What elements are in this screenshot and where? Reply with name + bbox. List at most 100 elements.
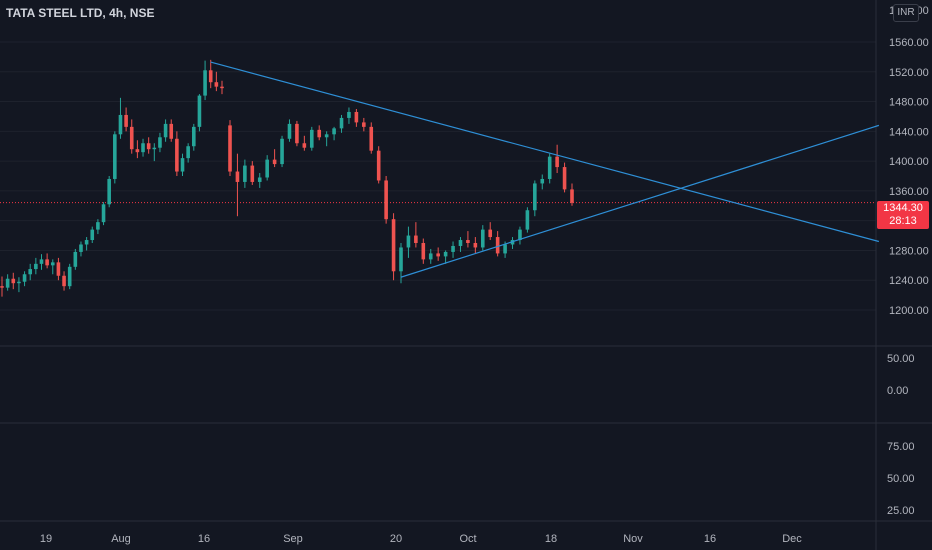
candle[interactable]: [362, 117, 366, 132]
candle[interactable]: [39, 254, 44, 270]
candle[interactable]: [11, 272, 16, 290]
candle[interactable]: [158, 132, 162, 153]
candle[interactable]: [518, 226, 522, 245]
candle[interactable]: [443, 250, 448, 264]
candle[interactable]: [480, 225, 485, 251]
candle[interactable]: [562, 162, 567, 193]
candle[interactable]: [347, 107, 351, 124]
candle[interactable]: [22, 271, 27, 287]
candle[interactable]: [113, 131, 117, 184]
candle[interactable]: [96, 219, 100, 235]
candle[interactable]: [488, 222, 493, 241]
candle[interactable]: [228, 120, 232, 176]
candle[interactable]: [309, 126, 314, 151]
candle[interactable]: [124, 107, 128, 132]
candle[interactable]: [208, 59, 213, 89]
candle[interactable]: [90, 226, 95, 243]
candle[interactable]: [250, 161, 255, 185]
currency-badge[interactable]: INR: [893, 4, 919, 22]
candle[interactable]: [540, 174, 545, 190]
trendline-upper[interactable]: [210, 61, 880, 243]
candle[interactable]: [391, 213, 396, 281]
candle[interactable]: [79, 241, 83, 257]
candle[interactable]: [533, 180, 537, 217]
candle[interactable]: [101, 202, 106, 226]
candle-body: [208, 70, 213, 83]
candle[interactable]: [376, 146, 381, 184]
candle[interactable]: [451, 241, 455, 258]
candle[interactable]: [547, 153, 552, 184]
candle[interactable]: [141, 138, 145, 157]
candle[interactable]: [525, 207, 530, 233]
candle[interactable]: [302, 135, 307, 151]
candle[interactable]: [272, 149, 277, 168]
candle[interactable]: [146, 137, 151, 154]
candle[interactable]: [175, 131, 179, 176]
candle[interactable]: [421, 238, 426, 264]
candle[interactable]: [5, 274, 10, 291]
candle[interactable]: [191, 123, 196, 151]
trendline-lower[interactable]: [400, 124, 880, 278]
candle[interactable]: [555, 144, 559, 174]
time-tick-label: 18: [545, 533, 557, 545]
candle[interactable]: [414, 222, 418, 248]
candle[interactable]: [406, 226, 411, 258]
candle[interactable]: [332, 126, 336, 141]
symbol-title[interactable]: TATA STEEL LTD, 4h, NSE: [6, 6, 155, 20]
candle[interactable]: [354, 109, 359, 127]
candle[interactable]: [220, 80, 224, 95]
candle[interactable]: [45, 253, 49, 269]
candle[interactable]: [287, 119, 292, 142]
candle[interactable]: [324, 131, 329, 147]
time-axis[interactable]: 19 Aug 16 Sep 20 Oct 18 Nov 16 Dec: [40, 533, 802, 545]
candle[interactable]: [73, 248, 78, 270]
candle[interactable]: [265, 155, 269, 181]
candle[interactable]: [384, 176, 388, 224]
candle[interactable]: [214, 71, 219, 92]
candle[interactable]: [118, 97, 123, 139]
time-tick-label: Oct: [459, 533, 476, 545]
candle[interactable]: [34, 257, 38, 275]
candle[interactable]: [107, 176, 111, 208]
candle[interactable]: [135, 140, 140, 159]
candle[interactable]: [473, 237, 478, 254]
candle[interactable]: [458, 237, 463, 252]
candle[interactable]: [243, 159, 247, 188]
candle[interactable]: [56, 257, 61, 281]
candle[interactable]: [428, 248, 433, 264]
candle[interactable]: [163, 119, 168, 142]
candle[interactable]: [466, 231, 470, 248]
candle[interactable]: [317, 125, 322, 141]
candle[interactable]: [436, 247, 440, 261]
candle[interactable]: [84, 237, 89, 251]
candle[interactable]: [169, 119, 174, 142]
candle[interactable]: [203, 60, 207, 101]
candle[interactable]: [399, 243, 403, 284]
candle[interactable]: [129, 119, 134, 154]
time-tick-label: 20: [390, 533, 402, 545]
candle[interactable]: [257, 173, 262, 188]
candle[interactable]: [186, 143, 190, 163]
candle[interactable]: [570, 183, 574, 206]
candle[interactable]: [152, 143, 157, 162]
candle[interactable]: [50, 259, 55, 275]
candle[interactable]: [339, 114, 344, 133]
candle[interactable]: [369, 122, 374, 154]
candle[interactable]: [28, 263, 33, 281]
candle[interactable]: [0, 276, 4, 297]
candle-body: [354, 111, 359, 123]
candle[interactable]: [235, 153, 240, 217]
candle[interactable]: [17, 277, 21, 293]
pane3-tick-label: 25.00: [887, 505, 915, 517]
candle[interactable]: [67, 263, 72, 290]
candle[interactable]: [295, 120, 299, 147]
candle[interactable]: [280, 135, 284, 168]
trendlines[interactable]: [210, 61, 880, 278]
candle[interactable]: [197, 94, 202, 132]
candle[interactable]: [495, 231, 500, 257]
candle[interactable]: [180, 153, 185, 176]
candle-body: [332, 128, 336, 135]
candle[interactable]: [62, 271, 66, 291]
